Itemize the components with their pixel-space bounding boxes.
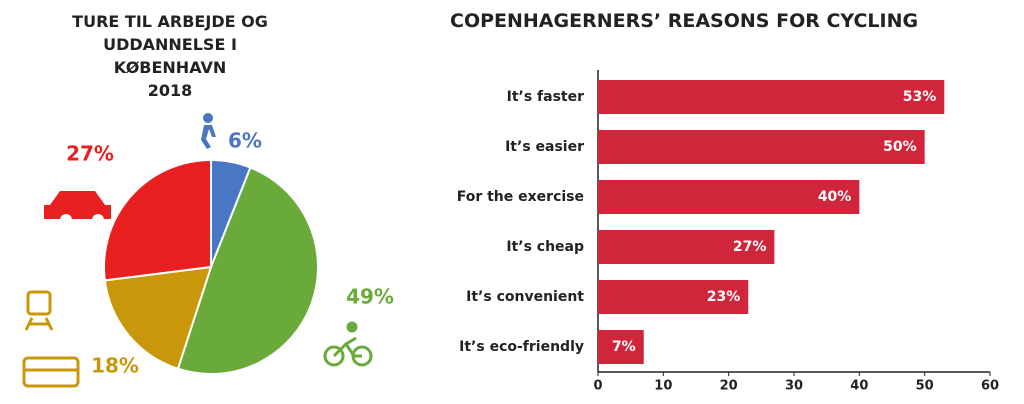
x-tick-label: 20 bbox=[720, 379, 738, 394]
value-label: 27% bbox=[733, 239, 767, 255]
value-label: 50% bbox=[883, 139, 917, 155]
slice-label: 49% bbox=[346, 285, 394, 309]
bar bbox=[598, 130, 925, 164]
slice-label: 18% bbox=[91, 354, 139, 378]
x-tick-label: 40 bbox=[850, 379, 868, 394]
x-tick-label: 50 bbox=[916, 379, 934, 394]
bar bbox=[598, 230, 775, 264]
bar bbox=[598, 180, 860, 214]
category-label: It’s faster bbox=[507, 89, 584, 105]
bar bbox=[598, 80, 945, 114]
category-label: It’s eco-friendly bbox=[459, 339, 584, 355]
x-tick-label: 60 bbox=[981, 379, 999, 394]
slice-label: 27% bbox=[66, 142, 114, 166]
value-label: 23% bbox=[707, 289, 741, 305]
bike-icon bbox=[323, 321, 373, 367]
bar bbox=[598, 280, 749, 314]
pie-slice bbox=[103, 265, 213, 371]
bus-icon bbox=[22, 356, 80, 388]
category-label: It’s easier bbox=[505, 139, 584, 155]
category-label: It’s convenient bbox=[466, 289, 584, 305]
value-label: 7% bbox=[612, 339, 636, 355]
x-tick-label: 10 bbox=[654, 379, 672, 394]
category-label: For the exercise bbox=[457, 189, 584, 205]
pie-title: TURE TIL ARBEJDE OG UDDANNELSE I KØBENHA… bbox=[72, 12, 268, 100]
car-icon bbox=[44, 191, 111, 226]
value-label: 40% bbox=[818, 189, 852, 205]
bar-title: COPENHAGERNERS’ REASONS FOR CYCLING bbox=[450, 10, 919, 32]
slice-label: 6% bbox=[228, 129, 262, 153]
category-label: It’s cheap bbox=[506, 239, 584, 255]
pie-slice bbox=[103, 158, 212, 282]
x-tick-label: 0 bbox=[593, 379, 602, 394]
pie-slice bbox=[176, 166, 319, 375]
value-label: 53% bbox=[903, 89, 937, 105]
train-icon bbox=[24, 290, 54, 331]
x-tick-label: 30 bbox=[785, 379, 803, 394]
bar bbox=[598, 330, 644, 364]
walk-icon bbox=[201, 113, 216, 149]
